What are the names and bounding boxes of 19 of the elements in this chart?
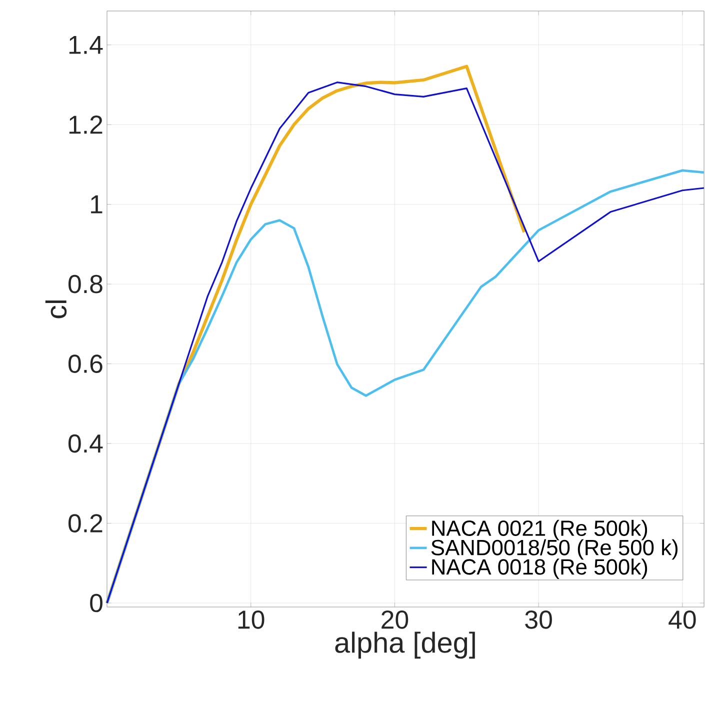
y-axis-title: cl	[45, 300, 67, 318]
x-tick-label: 20	[382, 610, 408, 629]
y-tick-label: 1	[91, 195, 102, 214]
y-tick-label: 1.2	[69, 116, 102, 134]
legend-label: SAND0018/50 (Re 500 k)	[431, 539, 678, 560]
y-tick-label: 0	[90, 594, 102, 612]
y-tick-label: 0.4	[68, 434, 103, 453]
line-series	[106, 82, 705, 604]
x-tick-label: 40	[668, 610, 696, 629]
line-series	[106, 169, 705, 604]
legend-label: NACA 0021 (Re 500k)	[432, 520, 648, 540]
y-tick-label: 1.4	[69, 36, 103, 54]
y-tick-label: 0.8	[68, 274, 102, 294]
y-tick-label: 0.2	[68, 514, 102, 532]
legend-label: NACA 0018 (Re 500k)	[432, 558, 648, 580]
x-tick-label: 10	[238, 610, 264, 629]
y-tick-label: 0.6	[68, 354, 102, 373]
x-tick-label: 30	[525, 610, 552, 629]
x-axis-title: alpha [deg]	[335, 632, 475, 659]
